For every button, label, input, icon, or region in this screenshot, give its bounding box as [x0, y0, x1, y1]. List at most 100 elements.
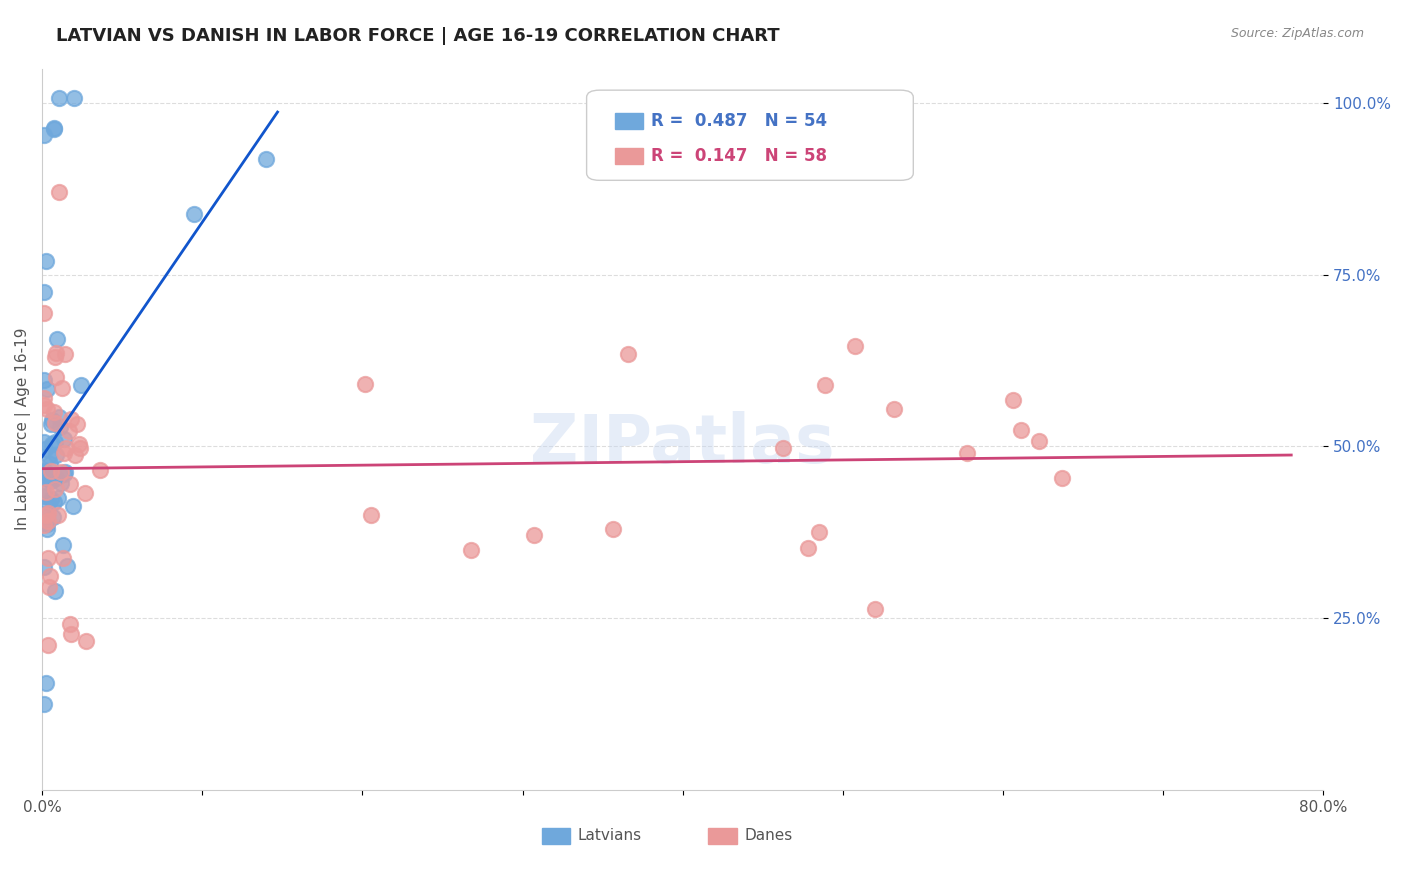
Point	[89, 463, 111, 477]
Text: Latvians: Latvians	[578, 829, 641, 844]
Point	[956, 446, 979, 460]
Point	[44, 350, 66, 364]
Point	[37, 506, 59, 520]
Point	[45, 370, 67, 384]
Point	[49, 419, 72, 434]
Point	[523, 527, 546, 541]
Point	[32, 128, 55, 143]
Point	[46, 491, 69, 505]
Point	[38, 580, 60, 594]
Point	[59, 617, 82, 632]
Point	[49, 467, 72, 482]
Point	[865, 602, 887, 616]
Point	[70, 378, 93, 392]
Point	[844, 339, 866, 353]
Point	[34, 464, 56, 478]
Point	[44, 482, 66, 496]
Point	[44, 584, 66, 599]
Point	[41, 417, 63, 432]
Point	[58, 424, 80, 438]
Point	[39, 491, 62, 506]
Point	[49, 476, 72, 491]
Point	[48, 185, 70, 199]
Point	[52, 550, 75, 565]
Point	[1010, 423, 1032, 437]
Y-axis label: In Labor Force | Age 16-19: In Labor Force | Age 16-19	[15, 328, 31, 531]
FancyBboxPatch shape	[709, 828, 737, 844]
Point	[807, 524, 830, 539]
Point	[32, 465, 55, 479]
Point	[52, 467, 75, 481]
Point	[45, 448, 67, 462]
Text: Source: ZipAtlas.com: Source: ZipAtlas.com	[1230, 27, 1364, 40]
Point	[1001, 392, 1024, 407]
Point	[883, 401, 905, 416]
Point	[354, 376, 377, 391]
Point	[32, 697, 55, 711]
Point	[41, 413, 63, 427]
Point	[38, 449, 60, 463]
Point	[34, 510, 56, 524]
Point	[35, 382, 58, 396]
Point	[53, 347, 76, 361]
Point	[37, 638, 59, 652]
Point	[34, 306, 56, 320]
Point	[52, 538, 75, 552]
Point	[32, 391, 55, 405]
Point	[45, 471, 67, 485]
Point	[34, 468, 56, 483]
Point	[39, 464, 62, 478]
Point	[75, 633, 97, 648]
Point	[34, 435, 56, 450]
Point	[1028, 434, 1050, 448]
FancyBboxPatch shape	[586, 90, 914, 180]
Point	[42, 510, 65, 524]
FancyBboxPatch shape	[614, 148, 643, 164]
Point	[38, 457, 60, 471]
Point	[44, 416, 66, 430]
Point	[32, 560, 55, 574]
Point	[51, 381, 73, 395]
Point	[34, 254, 56, 268]
Point	[35, 676, 58, 690]
Point	[772, 441, 794, 455]
Point	[60, 412, 83, 426]
Text: LATVIAN VS DANISH IN LABOR FORCE | AGE 16-19 CORRELATION CHART: LATVIAN VS DANISH IN LABOR FORCE | AGE 1…	[56, 27, 780, 45]
Point	[183, 207, 205, 221]
Point	[69, 442, 91, 456]
Point	[42, 122, 65, 136]
Text: R =  0.487   N = 54: R = 0.487 N = 54	[651, 112, 827, 130]
Point	[44, 435, 66, 450]
Point	[32, 285, 55, 299]
Point	[56, 558, 79, 573]
Point	[66, 417, 89, 431]
Point	[35, 516, 58, 531]
Point	[52, 446, 75, 460]
Point	[67, 437, 90, 451]
Point	[63, 91, 86, 105]
Point	[46, 508, 69, 522]
Point	[35, 508, 58, 523]
Point	[41, 437, 63, 451]
Point	[32, 373, 55, 387]
Point	[41, 473, 63, 487]
Point	[35, 484, 58, 499]
Point	[37, 401, 59, 416]
Point	[32, 486, 55, 500]
Point	[48, 91, 70, 105]
Point	[460, 543, 482, 558]
Point	[360, 508, 382, 522]
Point	[35, 522, 58, 536]
FancyBboxPatch shape	[541, 828, 569, 844]
Point	[44, 495, 66, 509]
Point	[53, 465, 76, 479]
Text: ZIPatlas: ZIPatlas	[530, 410, 835, 476]
Point	[45, 332, 67, 346]
Point	[73, 486, 96, 500]
Point	[602, 523, 624, 537]
Point	[32, 489, 55, 503]
Point	[59, 627, 82, 641]
Point	[32, 398, 55, 412]
Point	[34, 507, 56, 521]
Point	[62, 499, 84, 513]
